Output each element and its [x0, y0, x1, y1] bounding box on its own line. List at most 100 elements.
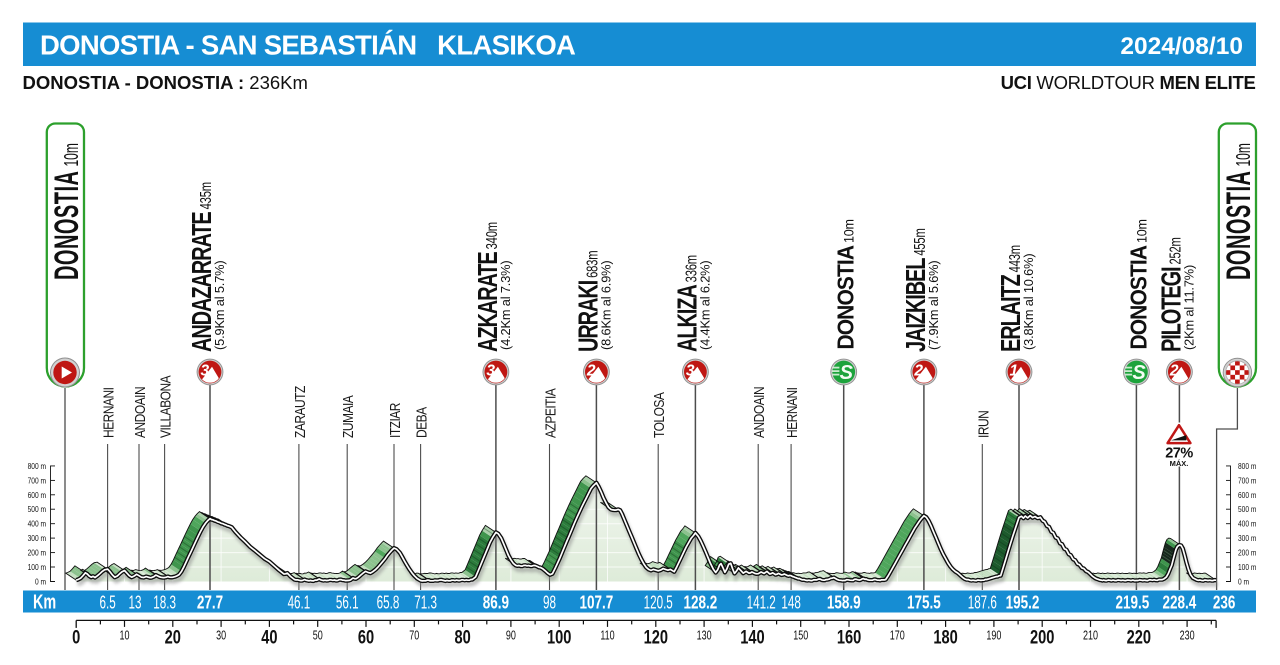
svg-text:200 m: 200 m	[28, 548, 46, 558]
svg-text:210: 210	[1083, 629, 1098, 643]
svg-text:VILLABONA: VILLABONA	[157, 375, 173, 438]
svg-text:90: 90	[506, 629, 516, 643]
svg-text:56.1: 56.1	[336, 593, 359, 613]
svg-text:98: 98	[543, 593, 556, 613]
svg-text:160: 160	[837, 626, 861, 649]
svg-text:DEBA: DEBA	[413, 407, 429, 438]
svg-text:100: 100	[547, 626, 571, 649]
svg-text:219.5: 219.5	[1116, 592, 1150, 613]
svg-text:(4.4Km al 6.2%): (4.4Km al 6.2%)	[697, 261, 712, 351]
svg-text:DONOSTIA - DONOSTIA : 236Km: DONOSTIA - DONOSTIA : 236Km	[23, 72, 308, 93]
svg-text:S: S	[1132, 362, 1146, 384]
svg-text:0 m: 0 m	[35, 577, 46, 587]
svg-text:170: 170	[890, 629, 905, 643]
svg-text:(3.8Km al 10.6%): (3.8Km al 10.6%)	[1021, 254, 1036, 350]
svg-text:200: 200	[1030, 626, 1054, 649]
svg-text:500 m: 500 m	[1238, 504, 1256, 514]
svg-text:27.7: 27.7	[197, 592, 223, 613]
svg-text:110: 110	[600, 629, 614, 643]
svg-text:(7.9Km al 5.6%): (7.9Km al 5.6%)	[926, 261, 941, 351]
svg-text:600 m: 600 m	[28, 490, 46, 500]
svg-text:13: 13	[129, 593, 142, 613]
svg-text:UCI WORLDTOUR MEN ELITE: UCI WORLDTOUR MEN ELITE	[1001, 72, 1256, 93]
svg-text:3: 3	[686, 363, 695, 380]
svg-text:236: 236	[1213, 592, 1236, 613]
svg-text:120: 120	[644, 626, 668, 649]
svg-text:60: 60	[358, 626, 374, 649]
svg-text:187.6: 187.6	[968, 593, 997, 613]
svg-text:2: 2	[913, 363, 923, 380]
svg-text:DONOSTIA - SAN SEBASTIÁN KLA: DONOSTIA - SAN SEBASTIÁN KLASIKOA	[40, 30, 576, 61]
svg-text:(2Km al 11.7%): (2Km al 11.7%)	[1181, 265, 1196, 350]
svg-text:180: 180	[933, 626, 957, 649]
svg-text:150: 150	[793, 629, 808, 643]
svg-text:0 m: 0 m	[1238, 577, 1249, 587]
svg-text:230: 230	[1180, 629, 1195, 643]
svg-text:Km: Km	[33, 590, 56, 613]
svg-text:195.2: 195.2	[1006, 592, 1040, 613]
svg-text:HERNANI: HERNANI	[100, 388, 116, 438]
svg-text:ANDOAIN: ANDOAIN	[751, 387, 767, 438]
svg-text:6.5: 6.5	[100, 593, 116, 613]
svg-text:(5.9Km al 5.7%): (5.9Km al 5.7%)	[212, 261, 227, 351]
svg-text:2: 2	[1169, 363, 1179, 380]
svg-text:158.9: 158.9	[827, 592, 861, 613]
svg-text:300 m: 300 m	[28, 533, 46, 543]
svg-text:30: 30	[216, 629, 226, 643]
svg-text:(8.6Km al 6.9%): (8.6Km al 6.9%)	[598, 261, 613, 351]
svg-text:HERNANI: HERNANI	[784, 388, 800, 438]
svg-text:ZUMAIA: ZUMAIA	[340, 395, 356, 438]
svg-text:175.5: 175.5	[907, 592, 941, 613]
svg-text:100 m: 100 m	[1238, 562, 1256, 572]
svg-text:2: 2	[586, 363, 596, 380]
svg-text:AZPEITIA: AZPEITIA	[542, 388, 558, 438]
svg-text:141.2: 141.2	[747, 593, 776, 613]
svg-text:ZARAUTZ: ZARAUTZ	[292, 386, 308, 438]
svg-text:100 m: 100 m	[28, 562, 46, 572]
svg-text:700 m: 700 m	[28, 476, 46, 486]
svg-text:DONOSTIA10m: DONOSTIA10m	[833, 219, 859, 350]
svg-text:3: 3	[200, 363, 209, 380]
svg-text:3: 3	[486, 363, 495, 380]
svg-text:400 m: 400 m	[1238, 519, 1256, 529]
svg-text:DONOSTIA10m: DONOSTIA10m	[47, 143, 85, 280]
svg-text:190: 190	[986, 629, 1001, 643]
svg-text:65.8: 65.8	[377, 593, 400, 613]
svg-text:71.3: 71.3	[414, 593, 437, 613]
svg-text:600 m: 600 m	[1238, 490, 1256, 500]
svg-text:50: 50	[313, 629, 323, 643]
svg-text:IRUN: IRUN	[975, 411, 991, 438]
svg-text:40: 40	[261, 626, 277, 649]
svg-text:128.2: 128.2	[684, 592, 718, 613]
svg-text:S: S	[840, 362, 854, 384]
svg-text:18.3: 18.3	[153, 593, 176, 613]
svg-text:0: 0	[72, 626, 80, 649]
svg-text:10: 10	[119, 629, 129, 643]
svg-text:200 m: 200 m	[1238, 548, 1256, 558]
svg-text:2024/08/10: 2024/08/10	[1120, 33, 1243, 60]
svg-text:500 m: 500 m	[28, 504, 46, 514]
svg-text:107.7: 107.7	[580, 592, 614, 613]
svg-text:TOLOSA: TOLOSA	[651, 392, 667, 438]
svg-text:80: 80	[454, 626, 470, 649]
svg-text:70: 70	[409, 629, 419, 643]
svg-text:MÁX.: MÁX.	[1170, 459, 1189, 468]
svg-text:228.4: 228.4	[1163, 592, 1197, 613]
svg-text:220: 220	[1127, 626, 1151, 649]
svg-text:800 m: 800 m	[1238, 461, 1256, 471]
svg-text:130: 130	[697, 629, 712, 643]
svg-text:700 m: 700 m	[1238, 476, 1256, 486]
svg-text:ANDOAIN: ANDOAIN	[132, 387, 148, 438]
svg-text:1: 1	[1009, 363, 1018, 380]
svg-text:DONOSTIA10m: DONOSTIA10m	[1125, 219, 1151, 350]
svg-text:300 m: 300 m	[1238, 533, 1256, 543]
svg-text:20: 20	[165, 626, 181, 649]
svg-text:URRAKI683m: URRAKI683m	[573, 251, 604, 352]
svg-text:800 m: 800 m	[28, 461, 46, 471]
svg-text:140: 140	[740, 626, 764, 649]
svg-text:148: 148	[781, 593, 800, 613]
svg-text:27%: 27%	[1165, 446, 1193, 462]
svg-text:400 m: 400 m	[28, 519, 46, 529]
svg-text:86.9: 86.9	[483, 592, 509, 613]
svg-text:(4.2Km al 7.3%): (4.2Km al 7.3%)	[498, 261, 513, 351]
